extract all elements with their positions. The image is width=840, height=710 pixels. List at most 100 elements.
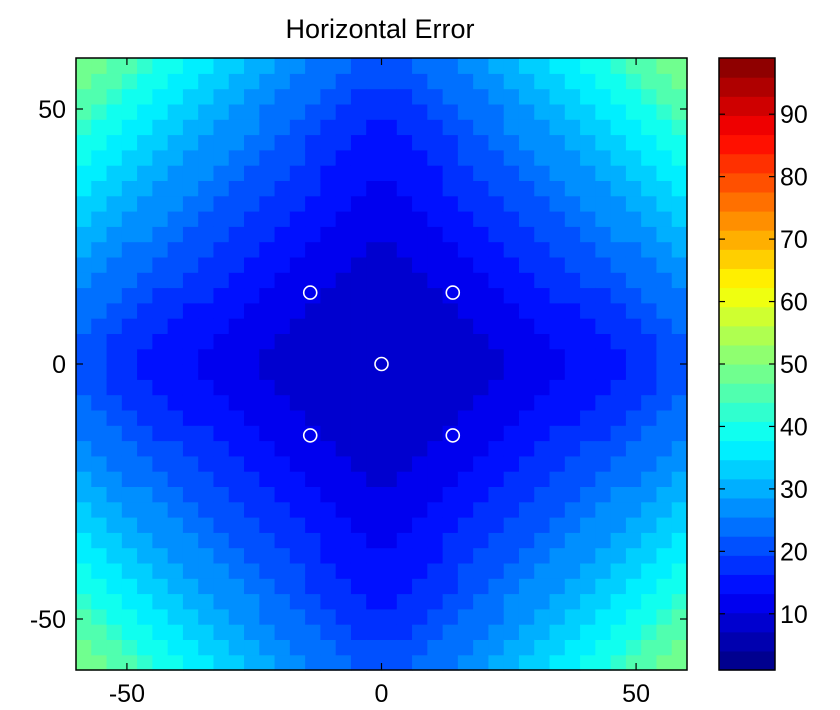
heatmap-cell [259,562,276,579]
heatmap-cell [198,455,215,472]
heatmap-cell [549,58,566,74]
heatmap-cell [182,593,199,610]
heatmap-cell [412,149,428,166]
heatmap-cell [381,256,398,273]
heatmap-cell [641,409,658,426]
heatmap-cell [91,58,108,74]
heatmap-cell [457,608,474,625]
heatmap-cell [350,58,367,74]
heatmap-cell [412,608,428,625]
heatmap-cell [610,440,627,457]
heatmap-cell [671,654,688,671]
heatmap-cell [381,58,398,74]
heatmap-cell [91,517,108,533]
heatmap-cell [121,578,138,595]
heatmap-cell [412,165,428,181]
heatmap-cell [137,654,153,671]
heatmap-cell [228,440,245,457]
heatmap-cell [106,639,123,656]
heatmap-cell [244,333,260,350]
heatmap-cell [580,103,596,120]
heatmap-cell [381,149,398,166]
heatmap-cell [473,394,490,411]
heatmap-cell [335,624,352,640]
heatmap-cell [167,134,184,151]
heatmap-cell [350,256,367,273]
heatmap-cell [564,471,581,487]
heatmap-cell [335,348,352,365]
heatmap-cell [610,364,627,380]
heatmap-cell [335,134,352,151]
heatmap-cell [580,318,596,334]
heatmap-cell [228,409,245,426]
heatmap-cell [106,180,123,197]
heatmap-cell [641,455,658,472]
heatmap-cell [182,119,199,136]
heatmap-cell [656,88,673,105]
heatmap-cell [91,379,108,396]
heatmap-cell [121,562,138,579]
heatmap-cell [595,119,612,136]
heatmap-cell [228,195,245,212]
heatmap-cell [152,608,169,625]
heatmap-cell [121,88,138,105]
heatmap-cell [641,348,658,365]
heatmap-cell [549,211,566,227]
heatmap-cell [152,318,169,334]
heatmap-cell [427,425,444,442]
heatmap-cell [289,547,306,564]
heatmap-cell [198,379,215,396]
heatmap-cell [305,119,321,136]
heatmap-cell [457,364,474,380]
heatmap-cell [534,287,551,304]
colorbar-segment [719,96,775,116]
x-tick-label: 0 [375,680,389,708]
heatmap-cell [76,58,92,74]
heatmap-cell [228,149,245,166]
heatmap-cell [244,578,260,595]
heatmap-cell [625,409,642,426]
heatmap-cell [671,103,688,120]
heatmap-cell [564,318,581,334]
heatmap-cell [366,333,383,350]
heatmap-cell [274,471,291,487]
heatmap-cell [76,379,92,396]
heatmap-cell [91,593,108,610]
heatmap-cell [305,58,321,74]
heatmap-cell [198,425,215,442]
heatmap-cell [137,180,153,197]
heatmap-cell [595,241,612,258]
heatmap-cell [366,103,383,120]
colorbar-segment [719,478,775,499]
heatmap-cell [91,624,108,640]
heatmap-cell [580,562,596,579]
heatmap-cell [534,593,551,610]
heatmap-cell [182,608,199,625]
heatmap-cell [167,302,184,319]
heatmap-cell [76,256,92,273]
heatmap-cell [305,440,321,457]
heatmap-cell [335,103,352,120]
heatmap-cell [274,195,291,212]
heatmap-cell [457,562,474,579]
heatmap-cell [91,348,108,365]
heatmap-cell [549,73,566,90]
heatmap-cell [396,88,413,105]
heatmap-cell [320,302,337,319]
heatmap-cell [152,624,169,640]
heatmap-cell [625,486,642,503]
heatmap-cell [549,333,566,350]
marker-circle [445,428,461,443]
heatmap-cell [610,134,627,151]
heatmap-cell [274,226,291,243]
heatmap-cell [106,608,123,625]
heatmap-cell [473,379,490,396]
heatmap-cell [427,578,444,595]
heatmap-cell [350,211,367,227]
heatmap-cell [106,256,123,273]
heatmap-cell [182,134,199,151]
heatmap-cell [244,425,260,442]
heatmap-cell [442,639,459,656]
heatmap-cell [427,195,444,212]
heatmap-cell [274,654,291,671]
